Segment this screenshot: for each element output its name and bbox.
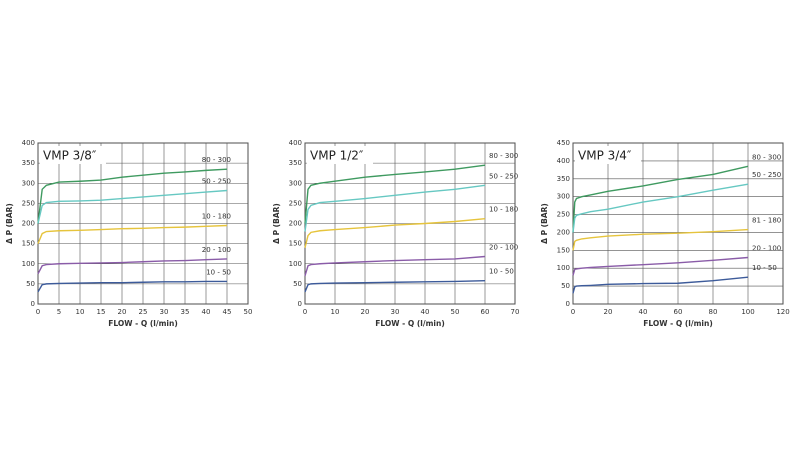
series-line	[304, 255, 486, 277]
series-line	[304, 184, 486, 232]
y-tick-label: 450	[557, 139, 570, 147]
y-tick-label: 250	[289, 199, 302, 207]
y-axis-label: Δ P (BAR)	[540, 203, 549, 244]
x-tick-label: 30	[391, 308, 400, 316]
series-label: 80 - 300	[752, 153, 781, 161]
y-tick-label: 0	[31, 300, 35, 308]
series-line	[37, 258, 228, 275]
y-tick-label: 200	[557, 228, 570, 236]
x-tick-label: 35	[181, 308, 190, 316]
series-line	[304, 217, 486, 248]
x-tick-label: 15	[97, 308, 106, 316]
y-tick-label: 300	[289, 179, 302, 187]
x-axis-label: FLOW - Q (l/min)	[643, 319, 713, 328]
series-label: 10 - 50	[752, 264, 777, 272]
x-tick-label: 70	[511, 308, 520, 316]
series-label: 10 - 180	[202, 213, 231, 221]
y-tick-label: 150	[557, 246, 570, 254]
y-tick-label: 200	[22, 220, 35, 228]
title-bg	[40, 146, 106, 164]
x-axis-label: FLOW - Q (l/min)	[108, 319, 178, 328]
series-label: 20 - 100	[752, 244, 781, 252]
x-tick-label: 20	[118, 308, 127, 316]
y-tick-label: 400	[557, 157, 570, 165]
y-axis-label: Δ P (BAR)	[272, 203, 281, 244]
series-label: 80 - 300	[489, 152, 518, 160]
x-tick-label: 50	[451, 308, 460, 316]
y-tick-label: 100	[289, 260, 302, 268]
series-label: 81 - 180	[752, 217, 781, 225]
series-label: 20 - 100	[202, 246, 231, 254]
series-label: 50 - 250	[752, 171, 781, 179]
x-tick-label: 20	[361, 308, 370, 316]
series-line	[572, 228, 749, 251]
series-line	[304, 164, 486, 224]
y-tick-label: 300	[557, 193, 570, 201]
x-tick-label: 100	[741, 308, 754, 316]
series-label: 20 - 100	[489, 244, 518, 252]
y-tick-label: 350	[557, 175, 570, 183]
y-tick-label: 150	[22, 240, 35, 248]
x-tick-label: 80	[709, 308, 718, 316]
x-tick-label: 60	[481, 308, 490, 316]
x-tick-label: 0	[571, 308, 575, 316]
series-line	[304, 279, 486, 293]
y-tick-label: 200	[289, 220, 302, 228]
series-label: 80 - 300	[202, 156, 231, 164]
x-tick-label: 10	[331, 308, 340, 316]
x-tick-label: 5	[57, 308, 61, 316]
y-tick-label: 350	[22, 159, 35, 167]
x-axis-label: FLOW - Q (l/min)	[375, 319, 445, 328]
chart-title: VMP 3/8″	[43, 149, 97, 163]
y-tick-label: 300	[22, 179, 35, 187]
series-line	[37, 168, 228, 224]
x-tick-label: 40	[639, 308, 648, 316]
series-line	[37, 189, 228, 224]
x-tick-label: 50	[244, 308, 253, 316]
chart-title: VMP 1/2″	[310, 149, 364, 163]
series-line	[37, 224, 228, 244]
y-tick-label: 50	[561, 282, 570, 290]
y-tick-label: 50	[26, 280, 35, 288]
x-tick-label: 40	[421, 308, 430, 316]
series-line	[572, 183, 749, 233]
series-label: 10 - 180	[489, 206, 518, 214]
series-label: 10 - 50	[489, 268, 514, 276]
title-bg	[575, 146, 641, 164]
y-tick-label: 100	[557, 264, 570, 272]
series-line	[37, 280, 227, 293]
x-tick-label: 30	[160, 308, 169, 316]
y-tick-label: 400	[289, 139, 302, 147]
chart-title: VMP 3/4″	[578, 149, 632, 163]
y-tick-label: 250	[557, 211, 570, 219]
x-tick-label: 40	[202, 308, 211, 316]
series-line	[572, 165, 749, 233]
x-tick-label: 10	[76, 308, 85, 316]
series-line	[572, 276, 749, 294]
x-tick-label: 0	[36, 308, 40, 316]
y-tick-label: 150	[289, 240, 302, 248]
x-tick-label: 20	[604, 308, 613, 316]
y-tick-label: 0	[298, 300, 302, 308]
title-bg	[307, 146, 373, 164]
x-tick-label: 120	[776, 308, 789, 316]
series-label: 50 - 250	[202, 177, 231, 185]
y-tick-label: 100	[22, 260, 35, 268]
x-tick-label: 60	[674, 308, 683, 316]
series-line	[572, 256, 749, 276]
y-tick-label: 350	[289, 159, 302, 167]
x-tick-label: 0	[303, 308, 307, 316]
series-label: 50 - 250	[489, 172, 518, 180]
x-tick-label: 45	[223, 308, 232, 316]
series-label: 10 - 50	[206, 268, 231, 276]
y-tick-label: 400	[22, 139, 35, 147]
y-tick-label: 250	[22, 199, 35, 207]
y-axis-label: Δ P (BAR)	[5, 203, 14, 244]
x-tick-label: 25	[139, 308, 148, 316]
y-tick-label: 0	[566, 300, 570, 308]
y-tick-label: 50	[293, 280, 302, 288]
